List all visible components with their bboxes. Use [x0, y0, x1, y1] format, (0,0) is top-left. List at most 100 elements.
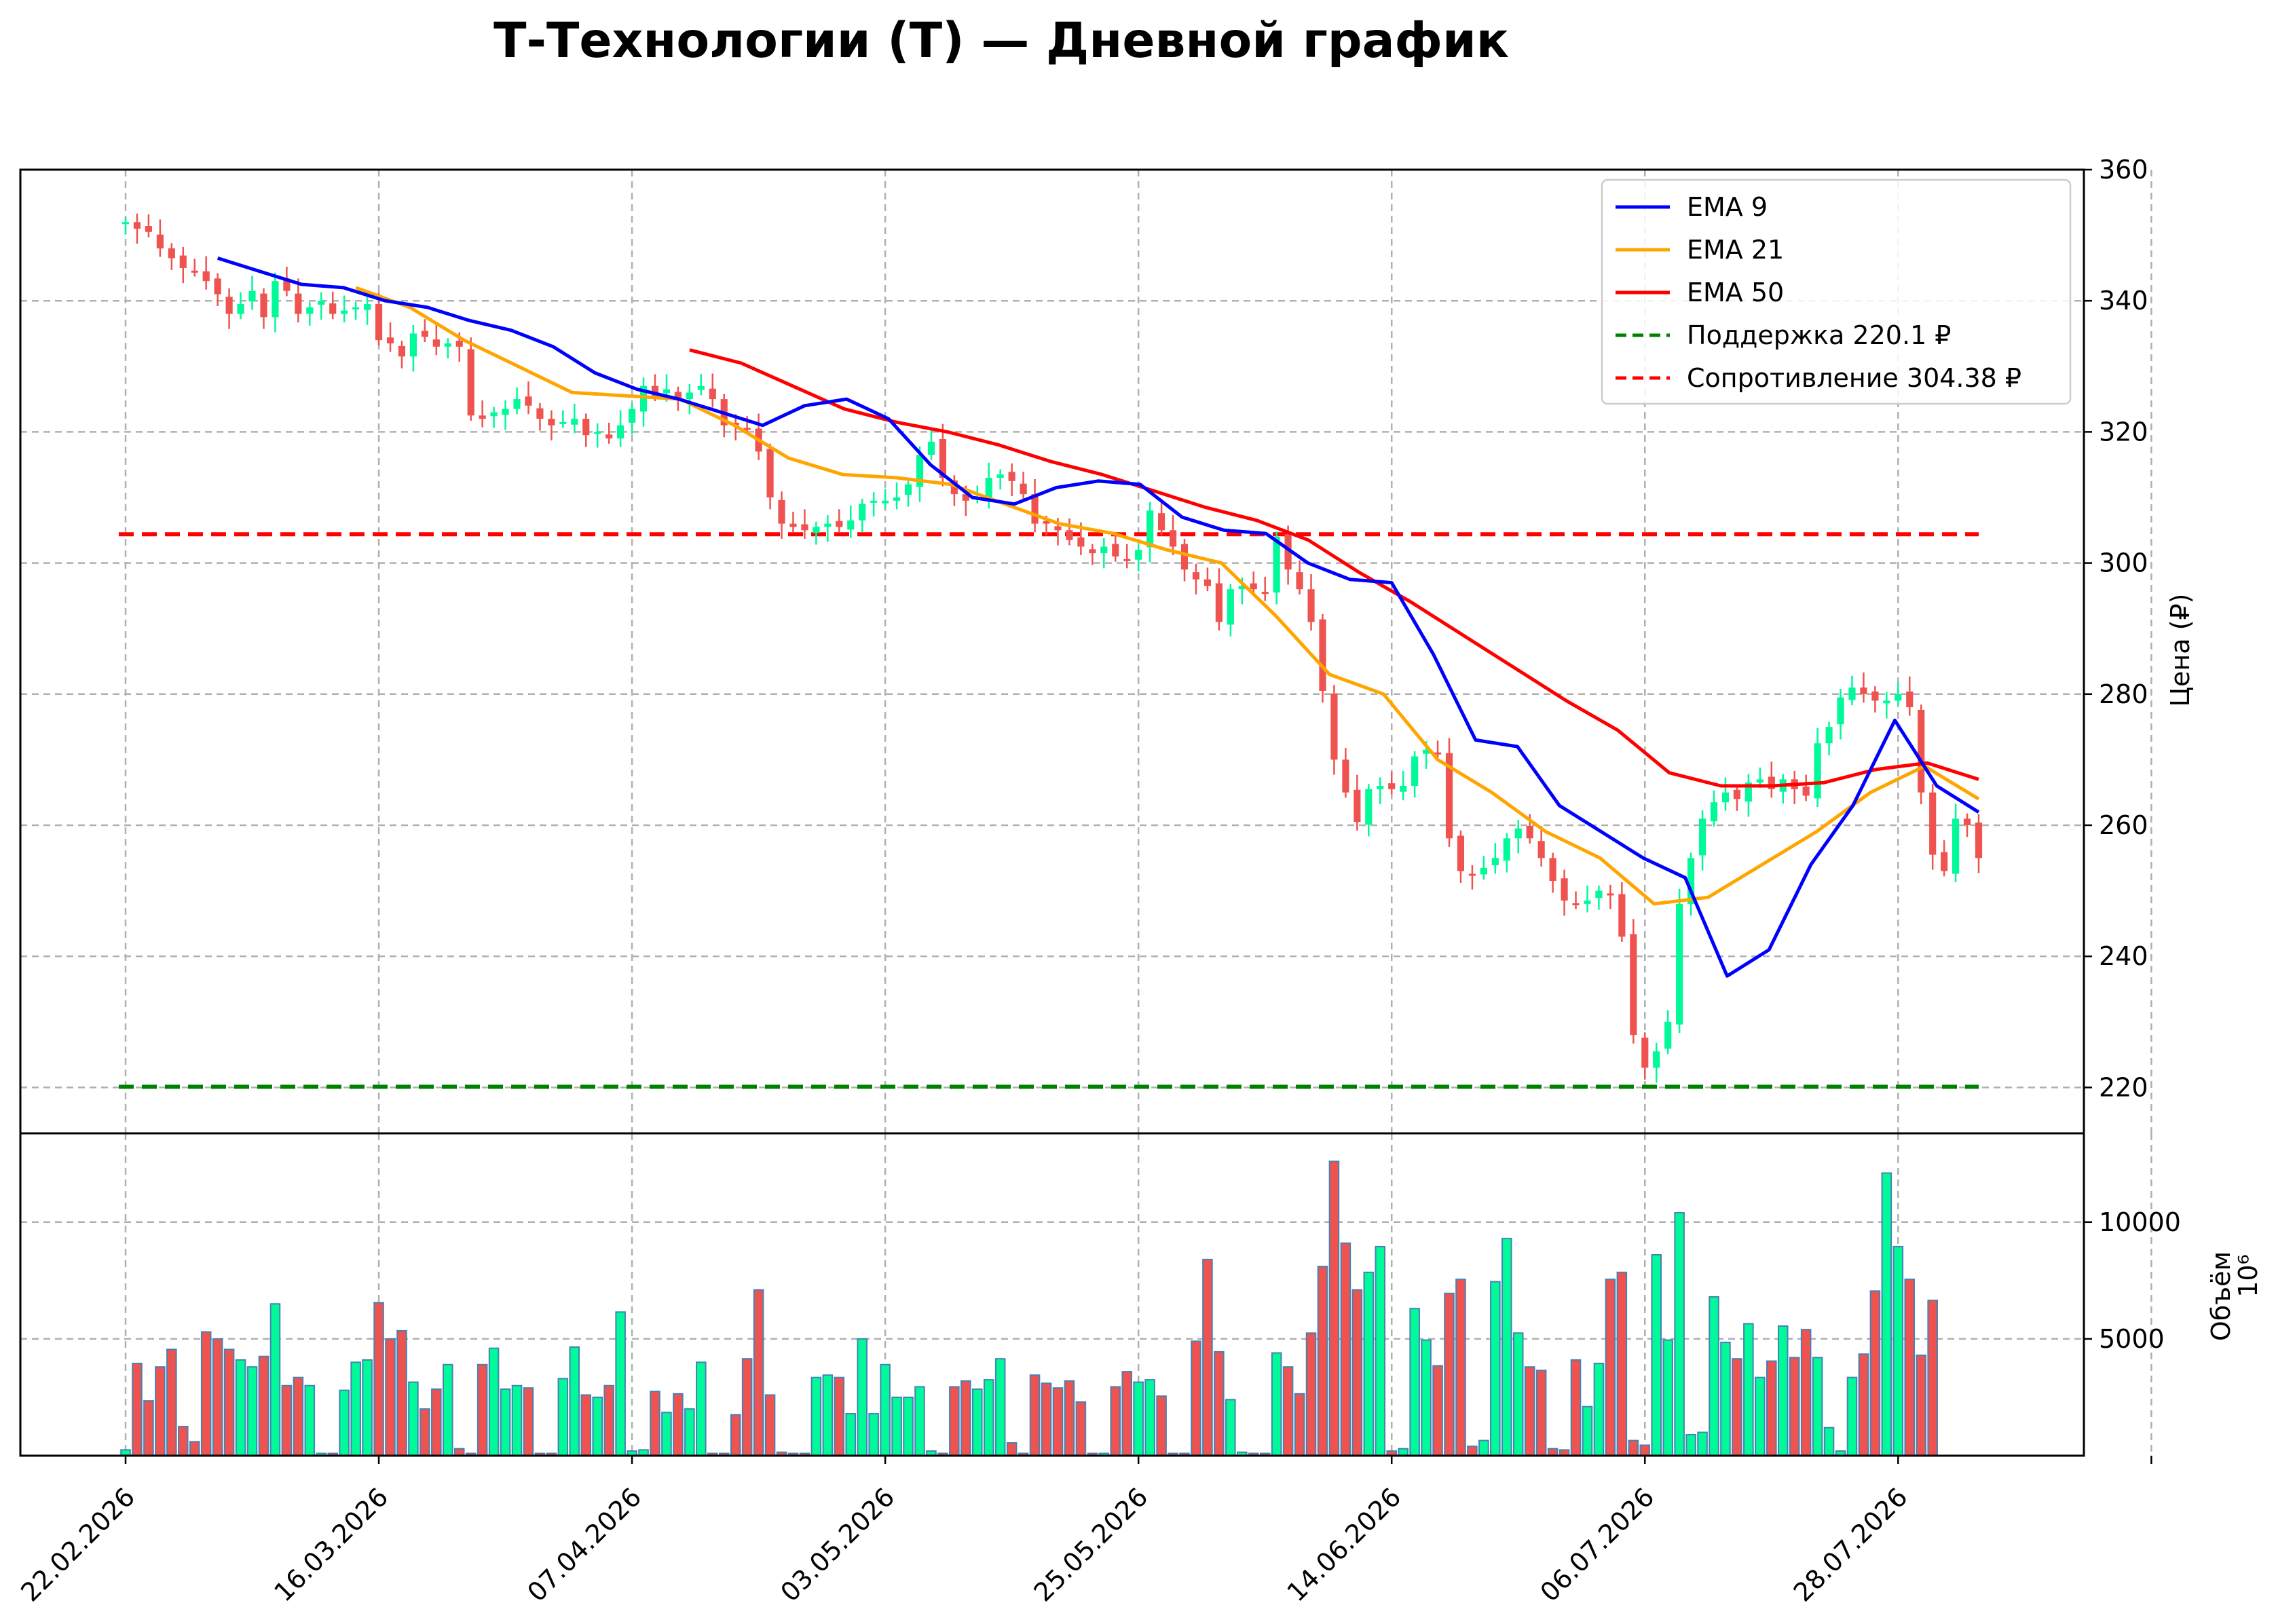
volume-bar — [339, 1389, 350, 1457]
candle-body — [1307, 589, 1315, 622]
volume-bar — [1444, 1292, 1455, 1456]
volume-bar — [408, 1381, 419, 1456]
candle-body — [1089, 549, 1096, 554]
price-ytick-label: 340 — [2099, 286, 2148, 316]
candle-body — [502, 409, 509, 415]
candle-body — [801, 524, 808, 531]
volume-bar — [1398, 1448, 1408, 1456]
candle-body — [1895, 694, 1902, 701]
volume-bar — [1927, 1300, 1938, 1457]
candle-body — [1043, 521, 1050, 524]
candle-body — [582, 419, 590, 436]
volume-bar — [1524, 1366, 1535, 1456]
volume-bar — [730, 1414, 741, 1456]
volume-bar — [1432, 1365, 1443, 1457]
volume-bar — [1110, 1386, 1121, 1457]
candle-body — [904, 484, 912, 495]
volume-bar — [1375, 1245, 1386, 1456]
candle-body — [559, 421, 567, 424]
xtick-label: 22.02.2026 — [15, 1482, 141, 1608]
candle-body — [1825, 727, 1833, 744]
candle-body — [1077, 537, 1085, 547]
volume-bar — [994, 1358, 1006, 1456]
volume-bar — [453, 1448, 465, 1456]
candle-body — [513, 399, 521, 409]
candle-body — [1457, 835, 1465, 871]
volume-bar — [1582, 1405, 1593, 1456]
candle-body — [836, 521, 843, 527]
candle-body — [1296, 572, 1303, 590]
candle-body — [571, 419, 578, 425]
candle-body — [1676, 903, 1683, 1025]
candle-body — [1434, 752, 1442, 755]
candle-body — [1491, 858, 1499, 865]
volume-bar — [235, 1359, 246, 1457]
price-axis-label: Цена (₽) — [2165, 594, 2195, 707]
candle-body — [1733, 789, 1740, 799]
candle-body — [214, 278, 221, 295]
volume-bar — [1512, 1332, 1524, 1456]
candle-body — [1146, 510, 1154, 548]
legend-label: EMA 21 — [1687, 235, 1784, 265]
candle-body — [1388, 783, 1396, 789]
candle-body — [1031, 494, 1039, 524]
candle-body — [1273, 536, 1280, 593]
candle-body — [663, 389, 671, 394]
volume-bar — [1363, 1271, 1375, 1457]
candle-body — [1284, 534, 1292, 570]
candle-body — [548, 419, 555, 426]
volume-bar — [143, 1400, 154, 1456]
legend-label: Поддержка 220.1 ₽ — [1687, 320, 1951, 350]
candle-body — [156, 234, 164, 248]
volume-bar — [500, 1388, 511, 1457]
candle-body — [1664, 1021, 1672, 1049]
volume-bar — [1225, 1399, 1236, 1457]
volume-bar — [1732, 1358, 1742, 1456]
price-ytick-label: 240 — [2099, 941, 2148, 971]
volume-bar — [1916, 1354, 1927, 1457]
volume-bar — [753, 1289, 764, 1457]
candle-body — [996, 474, 1004, 478]
volume-bar — [684, 1408, 695, 1456]
volume-bar — [1490, 1281, 1501, 1456]
candle-body — [1929, 792, 1937, 855]
candle-body — [1377, 786, 1384, 789]
candle-body — [1549, 858, 1556, 882]
volume-bar — [223, 1348, 235, 1457]
volume-bar — [1823, 1427, 1835, 1456]
candle-body — [743, 428, 751, 430]
volume-bar — [1881, 1172, 1892, 1457]
volume-bar — [1892, 1245, 1904, 1456]
candle-body — [1261, 592, 1269, 594]
volume-bar — [1846, 1376, 1858, 1456]
volume-bar — [1191, 1340, 1201, 1456]
volume-bar — [1478, 1439, 1489, 1456]
volume-bar — [903, 1396, 914, 1456]
xtick-label: 03.05.2026 — [775, 1482, 900, 1608]
volume-bar — [1755, 1376, 1766, 1456]
volume-bar — [1202, 1258, 1213, 1456]
volume-bar — [1409, 1308, 1420, 1457]
candle-body — [1400, 786, 1407, 792]
volume-bar — [1547, 1448, 1559, 1456]
candle-body — [1572, 903, 1580, 905]
candle-body — [179, 255, 187, 268]
candle-body — [639, 385, 648, 412]
volume-bar — [1294, 1393, 1305, 1456]
volume-bar — [1812, 1357, 1823, 1457]
volume-bar — [1421, 1339, 1432, 1456]
ema-lines — [217, 257, 1980, 978]
candle-body — [444, 343, 451, 347]
price-ytick-label: 220 — [2099, 1072, 2148, 1102]
price-ytick-label: 360 — [2099, 155, 2148, 185]
volume-bar — [650, 1391, 660, 1457]
candle-body — [341, 310, 348, 314]
volume-bar — [1328, 1160, 1340, 1456]
candle-body — [962, 494, 969, 501]
candle-body — [1330, 693, 1338, 760]
volume-bar — [1340, 1242, 1351, 1457]
candle-body — [1180, 544, 1189, 570]
volume-bar — [1029, 1374, 1041, 1456]
volume-bar — [661, 1412, 672, 1457]
candle-body — [1020, 483, 1027, 495]
